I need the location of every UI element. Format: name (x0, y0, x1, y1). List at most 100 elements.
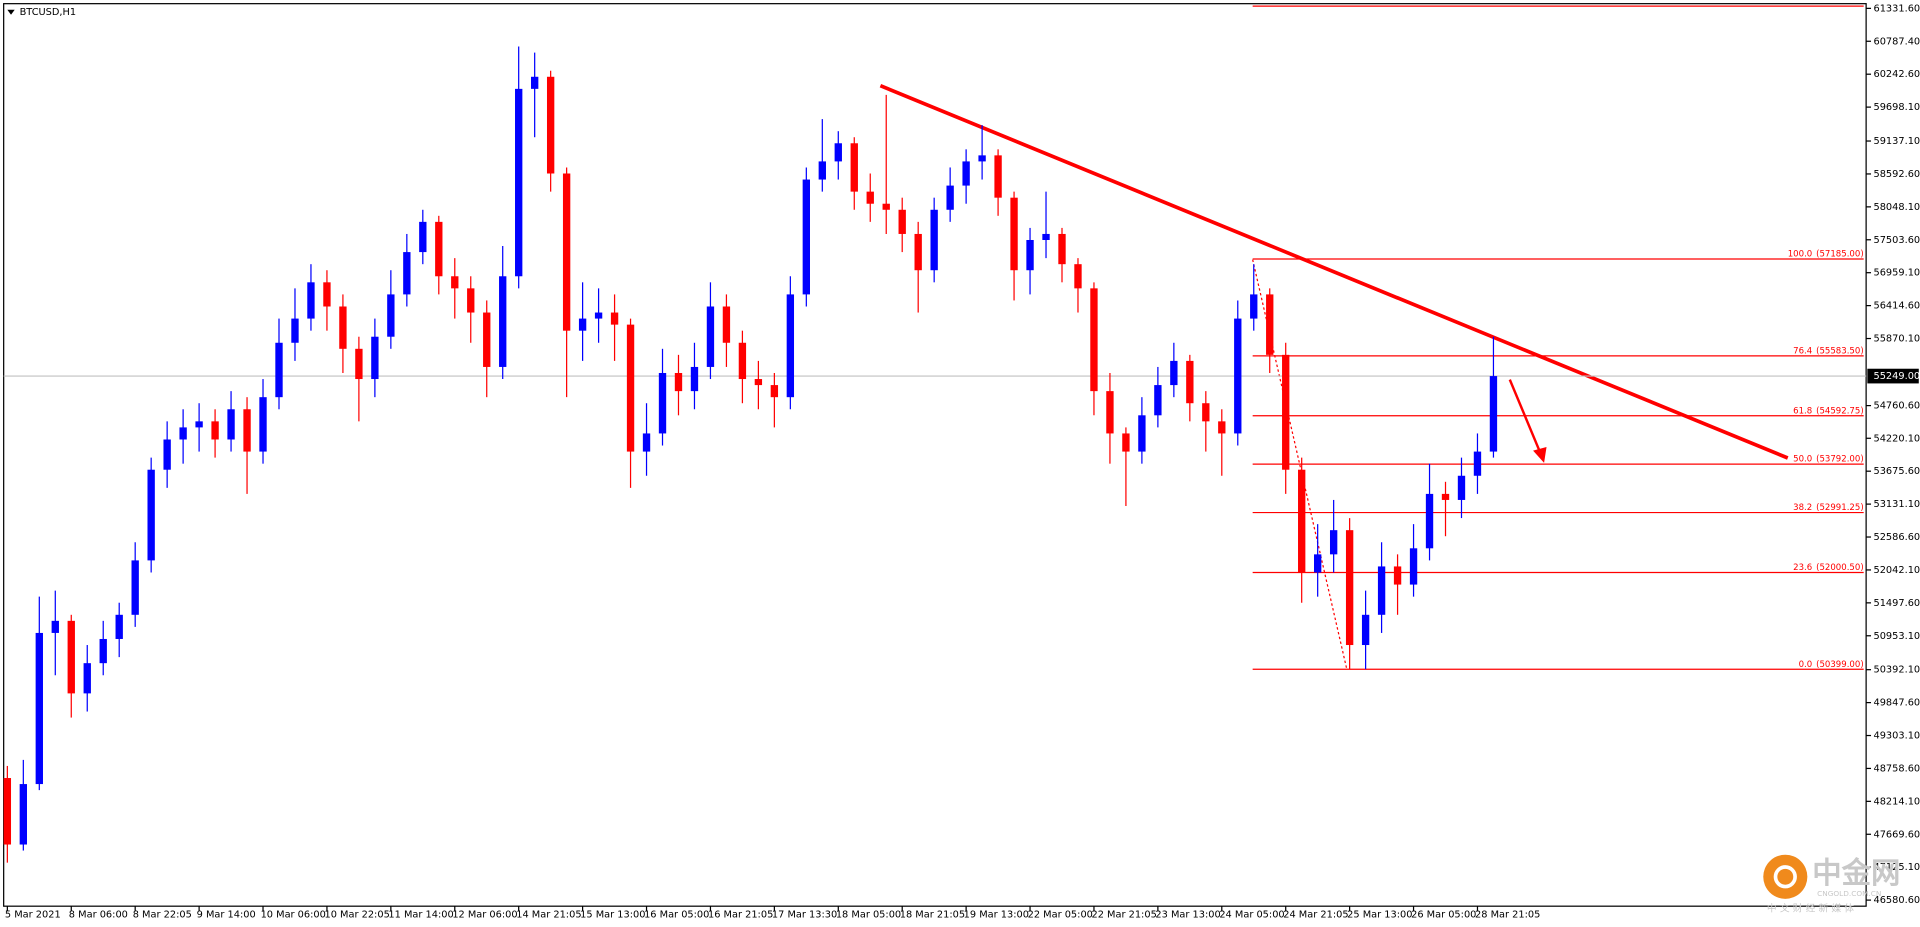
candle-body (658, 372, 667, 434)
fib-level-label: 61.8 (1793, 406, 1812, 416)
candle-body (690, 366, 699, 392)
x-tick-label: 15 Mar 13:00 (580, 910, 645, 921)
candle-body (99, 638, 107, 664)
y-tick-label: 53675.60 (1873, 466, 1920, 477)
symbol-menu-icon (7, 9, 15, 15)
watermark-tagline: 中 文 财 经 新 媒 体 (1767, 902, 1854, 915)
candle-body (898, 209, 906, 234)
y-tick-label: 54220.10 (1873, 433, 1920, 444)
candle-body (1457, 475, 1466, 500)
y-tick-label: 58048.10 (1873, 202, 1920, 213)
y-tick-label: 49303.10 (1873, 731, 1920, 742)
candle-body (866, 191, 874, 204)
candle-body (786, 294, 795, 398)
y-tick-label: 51497.60 (1873, 598, 1920, 609)
candle-body (83, 663, 91, 694)
y-tick-label: 55870.10 (1873, 334, 1920, 345)
candle-body (371, 336, 379, 380)
y-tick-label: 60787.40 (1873, 36, 1920, 47)
y-tick-label: 56414.60 (1873, 301, 1920, 312)
y-tick-label: 52042.10 (1873, 565, 1920, 576)
candle-body (211, 421, 219, 440)
y-tick-label: 52586.60 (1873, 532, 1920, 543)
candle-body (946, 185, 954, 210)
x-tick-label: 14 Mar 21:05 (516, 910, 581, 921)
candle-body (1361, 614, 1370, 646)
x-tick-label: 10 Mar 22:05 (324, 910, 389, 921)
y-tick-label: 50953.10 (1873, 631, 1920, 642)
candle-body (546, 76, 555, 174)
fib-price-label: (52000.50) (1816, 563, 1864, 573)
candle-body (882, 203, 890, 210)
candle-body (355, 348, 363, 380)
x-tick-label: 26 Mar 05:00 (1411, 910, 1476, 921)
y-tick-label: 56959.10 (1873, 268, 1920, 279)
fib-price-label: (57185.00) (1816, 250, 1864, 260)
y-tick-label: 58592.60 (1873, 169, 1920, 180)
x-tick-label: 28 Mar 21:05 (1475, 910, 1540, 921)
y-tick-label: 60242.60 (1873, 69, 1920, 80)
y-tick-label: 53131.10 (1873, 499, 1920, 510)
chart-title: BTCUSD,H1 (20, 7, 77, 18)
candle-body (403, 252, 411, 295)
y-tick-label: 61331.60 (1873, 3, 1920, 14)
candle-body (387, 294, 395, 337)
candle-body (131, 560, 139, 615)
candle-body (163, 439, 171, 470)
candle-body (1345, 530, 1354, 646)
candle-body (451, 276, 459, 289)
fib-level-label: 38.2 (1793, 503, 1812, 513)
x-tick-label: 16 Mar 21:05 (708, 910, 773, 921)
candle-body (19, 784, 27, 845)
candle-body (738, 342, 747, 380)
x-tick-label: 8 Mar 06:00 (69, 910, 128, 921)
candle-body (1266, 294, 1274, 355)
y-tick-label: 47669.60 (1873, 829, 1920, 840)
fib-level-label: 100.0 (1788, 250, 1813, 260)
candle-body (179, 427, 187, 440)
candle-body (1298, 469, 1306, 573)
candle-body (834, 143, 842, 162)
watermark-name: 中金网 (1812, 856, 1900, 890)
x-tick-label: 23 Mar 13:00 (1155, 910, 1220, 921)
fib-price-label: (53792.00) (1816, 455, 1864, 465)
x-tick-label: 17 Mar 13:30 (772, 910, 837, 921)
fib-price-label: (50399.00) (1816, 660, 1864, 670)
candle-body (1186, 360, 1194, 404)
candle-body (930, 209, 938, 271)
candle-body (1106, 391, 1114, 434)
candle-body (195, 421, 203, 428)
candle-body (1026, 239, 1034, 271)
candle-body (754, 379, 763, 386)
y-tick-label: 59137.10 (1873, 136, 1920, 147)
candle-body (610, 312, 619, 325)
candle-body (978, 155, 986, 162)
candle-body (1282, 354, 1290, 470)
candle-body (1138, 415, 1146, 452)
watermark-site: CNGOLD.COM.CN (1817, 889, 1881, 898)
x-tick-label: 25 Mar 13:00 (1347, 910, 1412, 921)
candle-body (1202, 403, 1210, 422)
candle-body (1170, 360, 1178, 386)
candle-body (323, 282, 331, 307)
current-price-tag (1867, 368, 1919, 384)
candle-body (515, 88, 523, 277)
candle-body (594, 312, 603, 319)
fib-price-label: (52991.25) (1816, 503, 1864, 513)
fib-price-label: (55583.50) (1816, 346, 1864, 356)
candle-body (1393, 566, 1402, 585)
fib-price-label: (54592.75) (1816, 406, 1864, 416)
y-tick-label: 50392.10 (1873, 665, 1920, 676)
candle-body (674, 372, 683, 392)
candle-body (1314, 554, 1322, 573)
x-tick-label: 19 Mar 13:00 (964, 910, 1029, 921)
y-tick-label: 48758.60 (1873, 763, 1920, 774)
candle-body (291, 318, 299, 343)
candle-body (243, 409, 251, 452)
candle-body (1250, 294, 1258, 319)
candle-body (435, 221, 443, 277)
candle-body (531, 76, 539, 89)
